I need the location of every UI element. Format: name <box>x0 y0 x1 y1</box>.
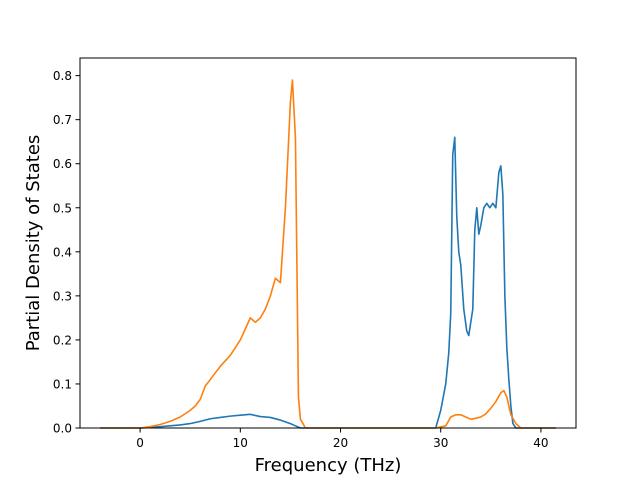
x-tick-label: 10 <box>233 436 248 450</box>
x-axis-ticks: 0 10 20 30 40 <box>136 428 549 450</box>
y-tick-label: 0.7 <box>53 113 72 127</box>
plot-frame <box>79 57 577 429</box>
x-tick-label: 20 <box>333 436 348 450</box>
x-axis-label: Frequency (THz) <box>255 455 402 476</box>
x-tick-label: 40 <box>533 436 548 450</box>
y-tick-label: 0.0 <box>53 422 72 436</box>
y-axis-label: Partial Density of States <box>23 135 44 352</box>
series-layer <box>100 79 556 429</box>
y-tick-label: 0.5 <box>53 201 72 215</box>
series-line-2 <box>100 79 556 429</box>
y-tick-label: 0.6 <box>53 157 72 171</box>
y-axis-ticks: 0.0 0.1 0.2 0.3 0.4 0.5 0.6 0.7 0.8 <box>53 69 80 436</box>
series-line-1 <box>100 136 556 429</box>
y-tick-label: 0.8 <box>53 69 72 83</box>
y-tick-label: 0.2 <box>53 333 72 347</box>
y-tick-label: 0.1 <box>53 377 72 391</box>
y-tick-label: 0.4 <box>53 245 72 259</box>
y-tick-label: 0.3 <box>53 289 72 303</box>
x-tick-label: 30 <box>433 436 448 450</box>
x-tick-label: 0 <box>136 436 144 450</box>
